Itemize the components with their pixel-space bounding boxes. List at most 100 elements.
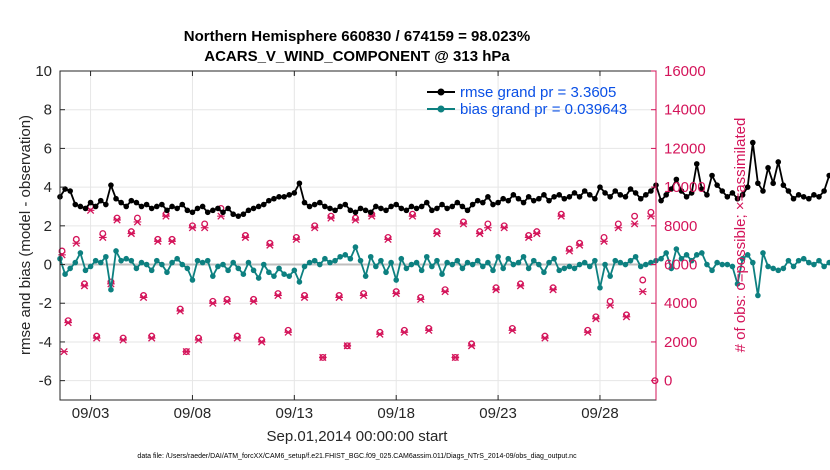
rmse-point — [306, 203, 313, 210]
obs-assimilated-marker — [492, 286, 500, 294]
rmse-point — [520, 199, 527, 206]
rmse-point — [347, 207, 354, 214]
rmse-point — [342, 201, 349, 208]
rmse-point — [164, 207, 170, 214]
obs-assimilated-marker — [139, 293, 148, 302]
bias-point — [663, 250, 669, 256]
rmse-point — [530, 197, 537, 204]
obs-assimilated-marker — [343, 342, 352, 350]
bias-point — [143, 261, 150, 268]
bias-point — [322, 255, 328, 262]
legend-rmse-label: rmse grand pr = 3.3605 — [460, 84, 616, 101]
bias-point — [296, 279, 303, 285]
rmse-point — [780, 182, 787, 188]
rmse-point — [215, 205, 221, 212]
rmse-point — [250, 205, 257, 212]
rmse-point — [418, 203, 425, 210]
rmse-point — [373, 203, 379, 210]
obs-assimilated-marker — [127, 229, 136, 238]
rmse-point — [755, 180, 761, 187]
bias-point — [724, 261, 731, 268]
y2-axis-ticks: 0 2000 4000 6000 8000 10000 12000 14000 16000 — [651, 63, 706, 400]
rmse-point — [469, 201, 476, 208]
obs-assimilated-marker — [162, 212, 170, 220]
bias-point — [383, 269, 389, 276]
rmse-point — [586, 192, 593, 198]
bias-point — [260, 261, 267, 268]
bias-point — [632, 253, 639, 260]
bias-point — [118, 257, 124, 264]
obs-assimilated-marker — [257, 338, 266, 346]
y-tick-label: 2 — [44, 218, 52, 235]
bias-point — [138, 259, 145, 266]
rmse-point — [301, 199, 308, 206]
bias-point — [581, 259, 588, 266]
rmse-point — [536, 195, 542, 202]
obs-assimilated-marker — [327, 214, 335, 222]
rmse-point — [775, 159, 782, 165]
legend-bias-marker — [437, 105, 445, 113]
bias-point — [648, 259, 654, 266]
bias-point — [327, 259, 333, 266]
rmse-point — [658, 197, 664, 204]
bias-point — [576, 261, 583, 268]
rmse-point — [704, 192, 710, 198]
rmse-point — [204, 209, 211, 216]
bias-point — [520, 253, 527, 260]
rmse-point — [220, 209, 226, 216]
rmse-point — [271, 195, 277, 202]
bias-point — [332, 257, 338, 264]
rmse-point — [444, 205, 450, 212]
obs-assimilated-marker — [565, 247, 574, 255]
obs-assimilated-marker — [359, 291, 368, 300]
bias-point — [169, 259, 175, 266]
x-axis-ticks: 09/03 09/08 09/13 09/18 09/23 09/28 — [72, 71, 619, 422]
bias-point — [429, 263, 435, 270]
bias-point — [230, 259, 236, 266]
rmse-point — [602, 190, 608, 196]
bias-point — [821, 263, 827, 270]
x-tick-label: 09/18 — [377, 405, 415, 422]
y2-tick-label: 0 — [664, 373, 672, 390]
rmse-point — [811, 192, 817, 198]
bias-point — [627, 257, 634, 264]
bias-point — [643, 261, 649, 268]
y2-tick-label: 8000 — [664, 218, 697, 235]
rmse-point — [383, 207, 389, 214]
bias-point — [464, 259, 471, 266]
legend-bias-label: bias grand pr = 0.039643 — [460, 101, 627, 118]
bias-point — [510, 261, 517, 268]
obs-assimilated-marker — [133, 218, 142, 226]
obs-assimilated-marker — [614, 224, 623, 232]
bias-point — [704, 261, 710, 268]
obs-assimilated-marker — [335, 293, 343, 302]
obs-assimilated-marker — [424, 326, 433, 334]
rmse-point — [322, 203, 328, 210]
obs-assimilated-marker — [600, 237, 608, 245]
bias-point — [709, 267, 715, 274]
rmse-point — [148, 205, 155, 212]
y-tick-label: -2 — [39, 295, 52, 312]
series-layer — [57, 139, 830, 299]
rmse-point — [826, 172, 830, 179]
bias-point — [658, 255, 664, 262]
bias-point — [184, 265, 191, 272]
bias-point — [602, 261, 608, 268]
rmse-point — [199, 203, 206, 210]
obs-assimilated-marker — [475, 229, 484, 238]
obs-possible-marker — [647, 208, 655, 216]
y2-tick-label: 10000 — [664, 179, 706, 196]
obs-assimilated-marker — [459, 220, 468, 228]
bias-point — [77, 250, 84, 256]
obs-assimilated-marker — [60, 347, 68, 356]
y2-tick-label: 16000 — [664, 63, 706, 80]
rmse-point — [607, 193, 613, 200]
y-tick-label: 6 — [44, 140, 52, 157]
bias-point — [67, 265, 73, 272]
bias-point — [403, 265, 410, 272]
bias-point — [393, 277, 400, 283]
obs-assimilated-marker — [310, 224, 319, 232]
bias-point — [449, 261, 456, 268]
x-tick-label: 09/13 — [276, 405, 314, 422]
rmse-point — [724, 193, 731, 200]
